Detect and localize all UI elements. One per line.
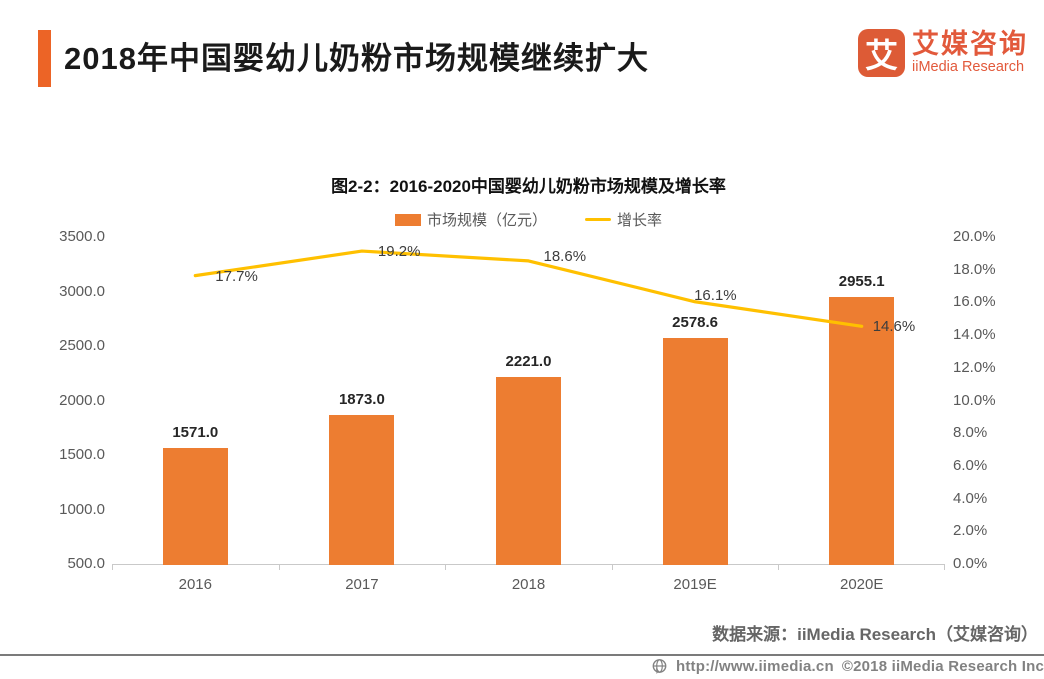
right-axis-tick: 10.0% xyxy=(953,391,996,409)
right-axis-tick: 14.0% xyxy=(953,326,996,344)
left-axis-tick: 2000.0 xyxy=(59,391,105,409)
chart-title: 图2-2：2016-2020中国婴幼儿奶粉市场规模及增长率 xyxy=(331,177,726,196)
x-axis-tickmark xyxy=(445,565,447,570)
data-source-note: 数据来源：iiMedia Research（艾媒咨询） xyxy=(712,625,1038,644)
right-axis-tick: 8.0% xyxy=(953,424,988,442)
bar-2019E xyxy=(662,338,728,565)
growth-rate-line xyxy=(193,249,864,328)
iimedia-logo: 艾 艾媒咨询 iiMedia Research xyxy=(858,29,1028,77)
bar-value-label: 2221.0 xyxy=(505,353,552,371)
x-axis-label: 2016 xyxy=(178,576,212,593)
x-axis-tickmark xyxy=(944,565,945,570)
left-axis-tick: 1000.0 xyxy=(59,500,105,518)
right-axis-tick: 2.0% xyxy=(953,522,988,540)
globe-icon xyxy=(652,659,667,674)
bar-series-swatch xyxy=(394,213,421,226)
line-series-swatch xyxy=(585,217,611,222)
x-axis-label: 2019E xyxy=(673,576,717,593)
x-axis-tickmark xyxy=(778,565,780,570)
footer: http://www.iimedia.cn ©2018 iiMedia Rese… xyxy=(651,658,1044,675)
legend-item-growth-rate: 增长率 xyxy=(585,209,662,230)
legend-item-market-size: 市场规模（亿元） xyxy=(394,209,547,230)
plot-area: 1571.0 1873.0 2221.0 2578.6 2955.1 17.7% 19.2%… xyxy=(112,238,945,570)
right-axis-tick: 4.0% xyxy=(953,489,988,507)
right-axis-tick: 18.0% xyxy=(953,260,996,278)
logo-text: 艾媒咨询 iiMedia Research xyxy=(912,29,1028,76)
left-axis-tick: 500.0 xyxy=(67,555,105,572)
x-axis-tickmark xyxy=(278,565,280,570)
x-axis-tickmark xyxy=(611,565,613,570)
left-axis-tick: 3500.0 xyxy=(59,228,105,245)
growth-rate-label: 18.6% xyxy=(543,247,587,265)
footer-url[interactable]: http://www.iimedia.cn xyxy=(675,658,834,675)
growth-rate-label: 19.2% xyxy=(377,243,421,261)
chart-legend: 市场规模（亿元） 增长率 xyxy=(112,209,945,230)
iimedia-logo-icon: 艾 xyxy=(858,29,905,77)
legend-label-growth-rate: 增长率 xyxy=(617,212,663,229)
bar-value-label: 2955.1 xyxy=(838,273,885,291)
legend-label-market-size: 市场规模（亿元） xyxy=(426,212,547,229)
x-axis-label: 2017 xyxy=(345,576,379,593)
footer-divider xyxy=(0,654,1044,656)
bar-2018 xyxy=(496,377,561,565)
left-axis-tick: 3000.0 xyxy=(59,282,105,300)
x-axis-label: 2020E xyxy=(840,576,884,593)
footer-copyright: ©2018 iiMedia Research Inc xyxy=(841,658,1044,675)
right-axis-tick: 12.0% xyxy=(953,358,996,376)
right-axis-tick: 0.0% xyxy=(953,555,988,572)
bar-value-label: 2578.6 xyxy=(672,314,719,332)
page-title: 2018年中国婴幼儿奶粉市场规模继续扩大 xyxy=(64,41,649,76)
bar-2016 xyxy=(162,448,228,565)
logo-name-en: iiMedia Research xyxy=(912,59,1025,75)
left-axis-tick: 1500.0 xyxy=(59,446,105,463)
logo-name-cn: 艾媒咨询 xyxy=(912,29,1028,59)
left-axis-tick: 2500.0 xyxy=(59,337,105,354)
right-axis-tick: 6.0% xyxy=(953,456,988,474)
bar-value-label: 1571.0 xyxy=(172,424,219,442)
right-axis-tick: 16.0% xyxy=(953,293,996,311)
growth-rate-label: 14.6% xyxy=(872,318,916,336)
bar-value-label: 1873.0 xyxy=(338,391,385,409)
right-axis-tick: 20.0% xyxy=(953,228,996,245)
growth-rate-label: 16.1% xyxy=(694,286,737,304)
title-accent-bar xyxy=(38,30,51,87)
bar-2017 xyxy=(329,415,395,565)
x-axis-tickmark xyxy=(112,565,113,570)
growth-rate-label: 17.7% xyxy=(215,267,258,285)
bar-2020E xyxy=(829,297,895,565)
x-axis-label: 2018 xyxy=(511,576,546,593)
